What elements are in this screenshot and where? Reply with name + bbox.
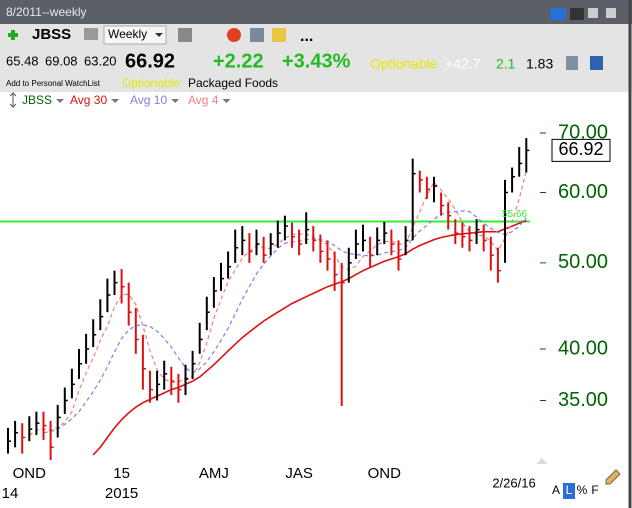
x-tick-label: AMJ — [199, 465, 229, 482]
add-icon[interactable] — [8, 30, 18, 40]
tag: Optionable — [122, 76, 180, 90]
period: 8/2011--weekly — [6, 5, 86, 19]
symbol[interactable]: JBSS — [32, 26, 71, 43]
icon[interactable] — [566, 56, 578, 70]
open: 65.48 — [6, 53, 39, 68]
x-year-label: 14 — [2, 485, 19, 502]
x-tick-label: JAS — [285, 465, 313, 482]
legend-handle — [9, 92, 17, 108]
icon[interactable] — [84, 28, 98, 40]
window-button[interactable] — [606, 8, 616, 18]
y-tick-label: 35.00 — [558, 389, 608, 411]
x-tick-label: 15 — [113, 465, 130, 482]
dropdown-arrow — [155, 33, 163, 37]
legend-entry[interactable]: Avg 4 — [188, 93, 219, 107]
icon[interactable] — [590, 56, 603, 70]
change: +2.22 — [213, 50, 264, 72]
y-tick-label: 50.00 — [558, 251, 608, 273]
last-date: 2/26/16 — [492, 475, 535, 490]
y-tick-label: 40.00 — [558, 337, 608, 359]
view-button[interactable]: L — [566, 483, 573, 497]
x-tick-label: OND — [368, 465, 402, 482]
view-button[interactable]: F — [591, 483, 598, 497]
low: 63.20 — [84, 53, 117, 68]
legend-entry[interactable]: Avg 30 — [70, 93, 107, 107]
y-tick-label: 70.00 — [558, 121, 608, 143]
icon[interactable] — [272, 28, 286, 42]
legend-arrow — [56, 99, 65, 103]
active-button — [563, 483, 575, 499]
scroll-icon[interactable] — [536, 458, 548, 464]
interval[interactable]: Weekly — [108, 27, 147, 41]
legend-entry[interactable]: Avg 10 — [130, 93, 167, 107]
x-year-label: 2015 — [105, 485, 138, 502]
x-tick-label: OND — [13, 465, 47, 482]
t-button[interactable] — [570, 8, 584, 20]
extra: +42.7 — [445, 56, 481, 72]
icon[interactable] — [227, 28, 241, 42]
industry: Packaged Foods — [188, 76, 278, 90]
legend-arrow — [171, 99, 180, 103]
extra: 2.1 — [496, 56, 516, 72]
last-price: 66.92 — [558, 139, 603, 159]
extra: 1.83 — [526, 56, 553, 72]
legend-arrow — [222, 99, 231, 103]
high: 69.08 — [45, 53, 78, 68]
watchlist-link[interactable]: Add to Personal WatchList — [6, 79, 101, 88]
last: 66.92 — [125, 50, 175, 72]
icon[interactable] — [250, 28, 264, 42]
view-button[interactable]: A — [552, 483, 560, 497]
moving-average — [92, 219, 527, 456]
chart: 35.00 40.00 50.00 60.00 70.00 55.66 OND 15 AMJ JA… — [0, 93, 611, 502]
s-button[interactable] — [550, 8, 566, 20]
view-button[interactable]: % — [577, 483, 588, 497]
optionable: Optionable — [370, 56, 438, 72]
change-pct: +3.43% — [282, 50, 351, 72]
level-label: 55.66 — [502, 209, 527, 220]
legend-arrow — [111, 99, 120, 103]
window-button[interactable] — [588, 8, 598, 18]
icon[interactable] — [178, 28, 192, 42]
y-tick-label: 60.00 — [558, 181, 608, 203]
legend-entry[interactable]: JBSS — [22, 93, 52, 107]
last-price-box — [551, 138, 611, 162]
interval-dropdown[interactable] — [103, 25, 167, 45]
plot-area — [0, 138, 530, 460]
edit-icon[interactable] — [605, 469, 621, 485]
more[interactable]: ... — [300, 28, 313, 45]
title-bar — [0, 0, 632, 24]
moving-average — [43, 210, 527, 434]
